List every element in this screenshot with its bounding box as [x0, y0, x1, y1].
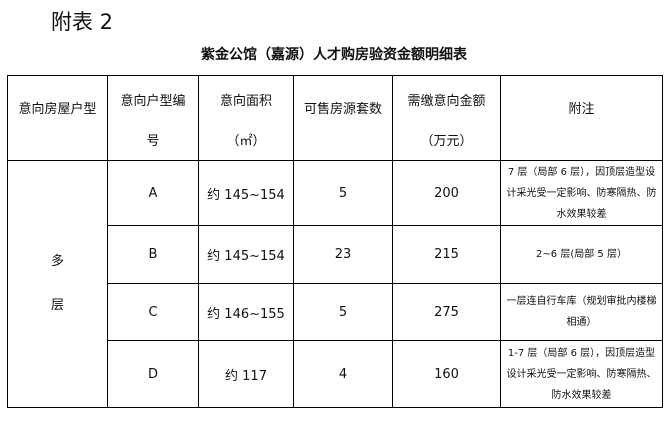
cell-note: 7 层（局部 6 层），因顶层造型设计采光受一定影响、防寒隔热、防水效果较差 [500, 160, 663, 226]
header-code-line1: 意向户型编 [120, 94, 186, 109]
cell-code: B [107, 225, 199, 284]
cell-count: 23 [293, 225, 393, 284]
header-area: 意向面积 （㎡） [198, 75, 294, 161]
cell-code: A [107, 160, 199, 226]
header-code: 意向户型编号 [107, 75, 199, 161]
cell-count: 5 [293, 160, 393, 226]
cell-note: 一层连自行车库（规划审批内楼梯相通） [500, 283, 663, 341]
group-line1: 多 [50, 254, 64, 269]
cell-count: 5 [293, 283, 393, 341]
header-note: 附注 [500, 75, 663, 161]
header-amount-line2: （万元） [420, 134, 473, 149]
table-title: 紫金公馆（嘉源）人才购房验资金额明细表 [201, 47, 467, 63]
cell-note: 2~6 层(局部 5 层） [500, 225, 663, 284]
group-line2: 层 [50, 298, 64, 313]
header-type: 意向房屋户型 [7, 75, 108, 161]
cell-amount: 275 [392, 283, 501, 341]
header-amount-line1: 需缴意向金额 [407, 94, 486, 109]
cell-amount: 215 [392, 225, 501, 284]
cell-note: 1-7 层（局部 6 层），因顶层造型设计采光受一定影响、防寒隔热、防水效果较差 [500, 340, 663, 408]
cell-amount: 200 [392, 160, 501, 226]
header-area-line1: 意向面积 [219, 94, 272, 109]
cell-count: 4 [293, 340, 393, 408]
table-row: 多层 A 约 145~154 5 200 7 层（局部 6 层），因顶层造型设计… [7, 160, 663, 408]
header-count: 可售房源套数 [293, 75, 393, 161]
cell-amount: 160 [392, 340, 501, 408]
cell-code: C [107, 283, 199, 341]
table-row: D 约 117 4 160 1-7 层（局部 6 层），因顶层造型设计采光受一定… [8, 340, 663, 408]
cell-area: 约 146~155 [198, 283, 294, 341]
appendix-label: 附表 2 [51, 10, 114, 34]
table-row: B 约 145~154 23 215 2~6 层(局部 5 层） [8, 225, 663, 284]
header-row: 意向房屋户型 意向户型编号 意向面积 （㎡） 可售房源套数 需缴意向金额 （万元） … [7, 75, 663, 161]
group-cell: 多层 [7, 160, 108, 408]
header-area-line2: （㎡） [226, 134, 266, 149]
cell-code: D [107, 340, 199, 408]
cell-area: 约 117 [198, 340, 294, 408]
header-code-line2: 号 [146, 134, 160, 149]
header-amount: 需缴意向金额 （万元） [392, 75, 501, 161]
detail-table: 意向房屋户型 意向户型编号 意向面积 （㎡） 可售房源套数 需缴意向金额 （万元） … [7, 75, 663, 408]
cell-area: 约 145~154 [198, 225, 294, 284]
cell-area: 约 145~154 [198, 160, 294, 226]
